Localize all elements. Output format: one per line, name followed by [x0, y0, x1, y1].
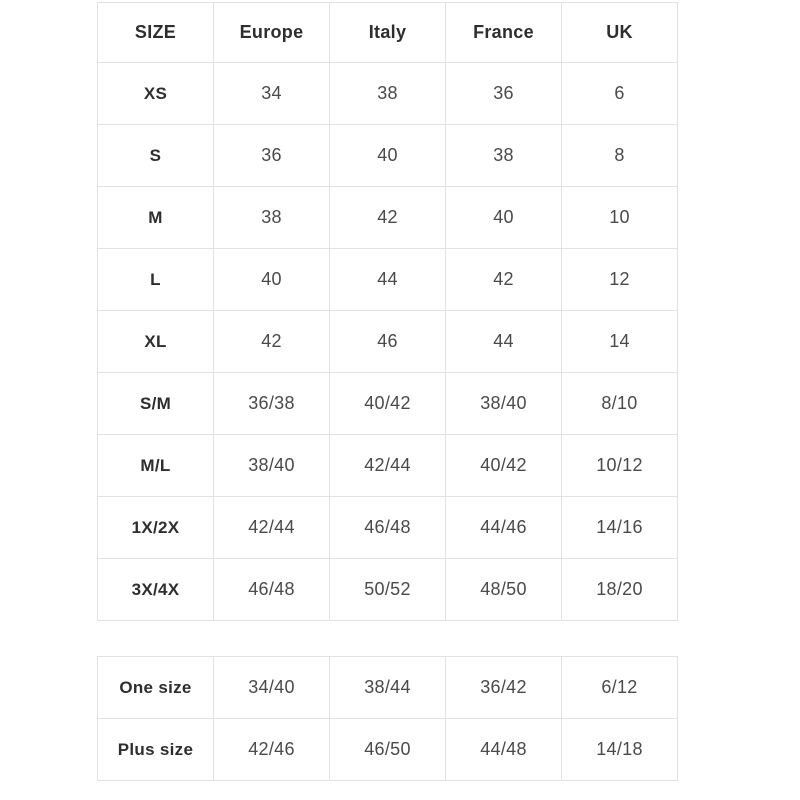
size-value-cell: 42/46: [213, 718, 330, 781]
row-label: M/L: [97, 434, 214, 497]
table-row: S 36 40 38 8: [97, 124, 678, 187]
size-value-cell: 38: [213, 186, 330, 249]
table-row: M 38 42 40 10: [97, 186, 678, 249]
special-sizes-body: One size 34/40 38/44 36/42 6/12 Plus size 42/4…: [97, 656, 678, 781]
size-value-cell: 42: [445, 248, 562, 311]
size-value-cell: 44: [445, 310, 562, 373]
size-value-cell: 44: [329, 248, 446, 311]
size-value-cell: 36/38: [213, 372, 330, 435]
row-label: XL: [97, 310, 214, 373]
size-value-cell: 14: [561, 310, 678, 373]
row-label: Plus size: [97, 718, 214, 781]
size-value-cell: 44/48: [445, 718, 562, 781]
size-value-cell: 46: [329, 310, 446, 373]
row-label: S/M: [97, 372, 214, 435]
size-value-cell: 46/48: [213, 558, 330, 621]
size-value-cell: 40/42: [445, 434, 562, 497]
table-row: L 40 44 42 12: [97, 248, 678, 311]
size-value-cell: 42: [329, 186, 446, 249]
column-header: Europe: [213, 2, 330, 63]
row-label: S: [97, 124, 214, 187]
special-sizes-table: One size 34/40 38/44 36/42 6/12 Plus size 42/4…: [97, 656, 678, 781]
size-table-body: XS 34 38 36 6 S 36 40 38 8 M 38 42 40 10 L 40 44 42 12 XL 42 4…: [97, 62, 678, 621]
header-row: SIZE Europe Italy France UK: [97, 2, 678, 63]
table-row: S/M 36/38 40/42 38/40 8/10: [97, 372, 678, 435]
table-row: One size 34/40 38/44 36/42 6/12: [97, 656, 678, 719]
size-value-cell: 46/48: [329, 496, 446, 559]
size-value-cell: 40: [329, 124, 446, 187]
row-label: One size: [97, 656, 214, 719]
size-value-cell: 34: [213, 62, 330, 125]
size-value-cell: 46/50: [329, 718, 446, 781]
table-row: M/L 38/40 42/44 40/42 10/12: [97, 434, 678, 497]
row-label: M: [97, 186, 214, 249]
column-header: France: [445, 2, 562, 63]
table-row: 1X/2X 42/44 46/48 44/46 14/16: [97, 496, 678, 559]
size-value-cell: 18/20: [561, 558, 678, 621]
size-value-cell: 14/16: [561, 496, 678, 559]
column-header: Italy: [329, 2, 446, 63]
size-value-cell: 10/12: [561, 434, 678, 497]
size-value-cell: 38/40: [445, 372, 562, 435]
size-value-cell: 8: [561, 124, 678, 187]
table-row: Plus size 42/46 46/50 44/48 14/18: [97, 718, 678, 781]
size-value-cell: 40/42: [329, 372, 446, 435]
table-row: XS 34 38 36 6: [97, 62, 678, 125]
table-gap: [97, 621, 677, 656]
size-value-cell: 14/18: [561, 718, 678, 781]
size-value-cell: 34/40: [213, 656, 330, 719]
column-header: SIZE: [97, 2, 214, 63]
size-value-cell: 42/44: [213, 496, 330, 559]
column-header: UK: [561, 2, 678, 63]
size-value-cell: 12: [561, 248, 678, 311]
size-value-cell: 42/44: [329, 434, 446, 497]
size-value-cell: 50/52: [329, 558, 446, 621]
row-label: L: [97, 248, 214, 311]
size-value-cell: 40: [213, 248, 330, 311]
table-row: XL 42 46 44 14: [97, 310, 678, 373]
size-value-cell: 8/10: [561, 372, 678, 435]
size-conversion-table: SIZE Europe Italy France UK XS 34 38 36 6 S 36 40 38…: [97, 2, 678, 621]
size-conversion-chart: SIZE Europe Italy France UK XS 34 38 36 6 S 36 40 38…: [97, 2, 678, 781]
size-value-cell: 36/42: [445, 656, 562, 719]
size-table-header: SIZE Europe Italy France UK: [97, 2, 678, 63]
size-value-cell: 48/50: [445, 558, 562, 621]
row-label: 3X/4X: [97, 558, 214, 621]
size-value-cell: 38: [445, 124, 562, 187]
size-value-cell: 36: [213, 124, 330, 187]
size-value-cell: 36: [445, 62, 562, 125]
size-value-cell: 10: [561, 186, 678, 249]
size-value-cell: 44/46: [445, 496, 562, 559]
row-label: XS: [97, 62, 214, 125]
table-row: 3X/4X 46/48 50/52 48/50 18/20: [97, 558, 678, 621]
size-value-cell: 6: [561, 62, 678, 125]
row-label: 1X/2X: [97, 496, 214, 559]
size-value-cell: 42: [213, 310, 330, 373]
size-value-cell: 40: [445, 186, 562, 249]
size-value-cell: 38/40: [213, 434, 330, 497]
size-value-cell: 38: [329, 62, 446, 125]
size-value-cell: 38/44: [329, 656, 446, 719]
size-value-cell: 6/12: [561, 656, 678, 719]
